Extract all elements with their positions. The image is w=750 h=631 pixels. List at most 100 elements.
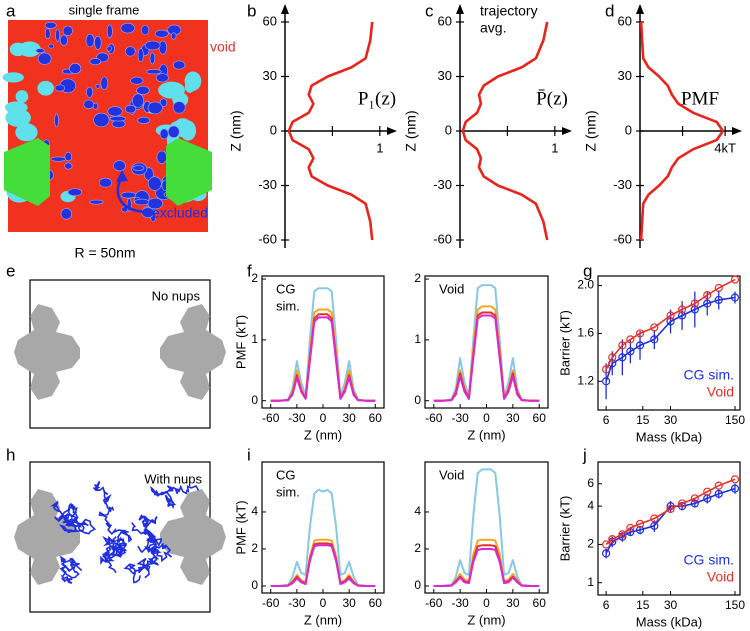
blue-blob — [154, 29, 169, 38]
marker — [666, 317, 675, 326]
blue-blob — [172, 101, 186, 114]
marker — [602, 540, 611, 549]
blue-blob — [60, 208, 73, 220]
blue-blob — [85, 33, 95, 48]
blue-blob — [59, 34, 68, 46]
plot-title: Void — [439, 281, 464, 296]
y-tick-label: 0 — [445, 122, 452, 137]
series-line — [605, 478, 736, 546]
marker — [730, 275, 740, 284]
cyan-blob — [37, 80, 54, 96]
blue-blob — [69, 63, 82, 74]
blue-blob — [120, 191, 137, 199]
scale-label: R = 50nm — [74, 245, 135, 261]
marker — [608, 353, 617, 362]
blue-blob — [120, 22, 135, 34]
panel-label: f — [247, 261, 252, 280]
x-tick-label: 1 — [551, 140, 558, 155]
x-tick-label: -60 — [425, 411, 443, 425]
marker — [626, 523, 635, 532]
x-tick-label: 150 — [725, 598, 745, 612]
marker — [690, 305, 699, 314]
axis-arrow — [636, 4, 644, 14]
blue-blob — [54, 84, 66, 92]
arrow-head — [116, 170, 128, 182]
legend-entry: Void — [707, 384, 734, 400]
profile-line — [639, 21, 725, 241]
profile-line — [461, 21, 549, 241]
note: trajectory — [480, 3, 538, 19]
blue-blob — [48, 43, 55, 49]
chain — [50, 500, 97, 535]
marker — [730, 293, 740, 302]
y-tick-label: 2 — [251, 271, 258, 285]
marker — [650, 514, 659, 523]
x-tick-label: -60 — [262, 411, 280, 425]
blue-blob — [172, 60, 186, 70]
y-tick-label: 6 — [587, 476, 594, 490]
cyan-blob — [15, 90, 29, 103]
y-tick-label: -30 — [258, 177, 277, 192]
marker — [635, 525, 645, 535]
chain — [100, 535, 127, 574]
x-tick-label: 1 — [376, 140, 383, 155]
blue-blob — [35, 48, 45, 54]
marker — [635, 341, 645, 350]
y-axis-label: PMF (kT) — [233, 315, 248, 369]
series-line — [433, 311, 540, 402]
x-tick-label: 6 — [603, 598, 610, 612]
y-tick-label: 30 — [618, 68, 632, 83]
cyan-blob — [15, 123, 38, 142]
x-tick-label: 30 — [342, 596, 356, 610]
marker — [714, 283, 723, 293]
marker — [703, 299, 712, 308]
series-line — [270, 308, 376, 402]
y-tick-label: 4 — [414, 504, 421, 518]
marker — [690, 494, 699, 503]
marker — [730, 475, 740, 484]
panel-label: a — [6, 1, 16, 20]
blue-blob — [159, 128, 169, 140]
y-tick-label: 2 — [251, 541, 258, 555]
cyan-blob — [184, 80, 195, 93]
blue-blob — [132, 165, 145, 171]
x-axis-label: Z (nm) — [304, 427, 342, 442]
excluded-label: excluded — [152, 205, 208, 221]
series-line — [433, 468, 540, 587]
marker — [690, 499, 699, 508]
chain — [137, 535, 173, 563]
blue-blob — [67, 188, 83, 197]
y-axis-label: PMF (kT) — [233, 500, 248, 554]
panel-label: g — [583, 261, 592, 280]
chain — [150, 484, 200, 510]
y-tick-label: 4 — [251, 504, 258, 518]
blue-blob — [147, 176, 162, 191]
x-tick-label: -30 — [288, 411, 306, 425]
y-tick-label: 2 — [414, 541, 421, 555]
note: avg. — [480, 20, 506, 36]
blue-blob — [106, 24, 113, 39]
y-tick-label: -30 — [613, 177, 632, 192]
y-tick-label: 30 — [438, 68, 452, 83]
blue-blob — [167, 125, 180, 139]
y-axis-label: Z (nm) — [583, 110, 599, 151]
blue-blob — [137, 48, 144, 63]
void-label: void — [210, 39, 236, 55]
marker — [714, 295, 723, 305]
marker — [677, 305, 687, 314]
y-tick-label: -60 — [433, 231, 452, 246]
axis-arrow — [732, 127, 742, 135]
blue-blob — [98, 177, 113, 188]
series-line — [270, 488, 376, 587]
nup-group — [14, 489, 226, 585]
cyan-blob — [4, 101, 28, 114]
y-tick-label: 0 — [625, 122, 632, 137]
chain — [92, 480, 129, 535]
blue-blob — [159, 98, 168, 107]
series-line — [270, 313, 376, 402]
x-tick-label: 15 — [636, 598, 650, 612]
x-axis-label: Mass (kDa) — [636, 429, 702, 444]
y-axis-label: Barrier (kT) — [557, 310, 572, 376]
cyan-blob — [2, 72, 24, 83]
